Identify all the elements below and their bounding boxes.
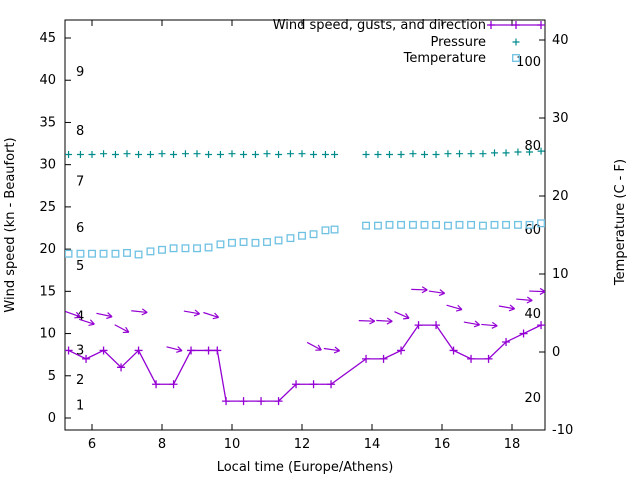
x-tick-label: 8 [158, 437, 166, 452]
x-tick-label: 18 [504, 437, 521, 452]
left-tick-label: 45 [39, 31, 56, 46]
x-tick-label: 12 [294, 437, 311, 452]
left-axis-title: Wind speed (kn - Beaufort) [3, 137, 18, 312]
legend-label: Wind speed, gusts, and direction [273, 18, 486, 33]
left-tick-label: 10 [39, 327, 56, 342]
axis-labels: 6 8 10 12 14 16 18051015202530354045-100102030… [3, 31, 628, 475]
left-tick-label: 35 [39, 115, 56, 130]
x-tick-label: 10 [224, 437, 241, 452]
right-tick-label: 40 [552, 33, 569, 48]
x-tick-label: 14 [364, 437, 381, 452]
legend-label: Temperature [403, 51, 486, 66]
right-tick-label: -10 [552, 423, 573, 438]
legend-sample-wind [487, 21, 545, 29]
legend-sample-temperature [512, 54, 520, 62]
left-tick-label: 0 [48, 411, 56, 426]
right-axis-title: Temperature (C - F) [613, 159, 628, 286]
left-tick-label: 40 [39, 73, 56, 88]
wind-gust-arrows [65, 286, 545, 354]
fahrenheit-label: 100 [516, 55, 541, 70]
fahrenheit-label: 20 [524, 391, 541, 406]
pressure-series [65, 147, 545, 159]
left-tick-label: 30 [39, 158, 56, 173]
legend-sample-pressure [512, 38, 520, 46]
beaufort-label: 6 [76, 221, 84, 236]
temperature-series [65, 219, 545, 259]
fahrenheit-label: 60 [524, 223, 541, 238]
right-tick-label: 0 [552, 345, 560, 360]
left-tick-label: 5 [48, 369, 56, 384]
x-tick-label: 16 [434, 437, 451, 452]
right-tick-label: 20 [552, 189, 569, 204]
right-tick-label: 10 [552, 267, 569, 282]
beaufort-label: 1 [76, 398, 84, 413]
beaufort-label: 7 [76, 175, 84, 190]
x-axis-title: Local time (Europe/Athens) [217, 460, 394, 475]
legend-label: Pressure [430, 35, 486, 50]
x-tick-label: 6 [88, 437, 96, 452]
legend: Wind speed, gusts, and direction Pressure… [273, 18, 545, 66]
left-tick-label: 25 [39, 200, 56, 215]
beaufort-label: 3 [76, 343, 84, 358]
left-tick-label: 15 [39, 284, 56, 299]
wind-series [65, 321, 545, 406]
axes [64, 19, 546, 431]
fahrenheit-label: 40 [524, 307, 541, 322]
beaufort-label: 5 [76, 259, 84, 274]
right-tick-label: 30 [552, 111, 569, 126]
beaufort-label: 9 [76, 65, 84, 80]
left-tick-label: 20 [39, 242, 56, 257]
beaufort-label: 2 [76, 373, 84, 388]
fahrenheit-label: 80 [524, 139, 541, 154]
beaufort-label: 8 [76, 124, 84, 139]
